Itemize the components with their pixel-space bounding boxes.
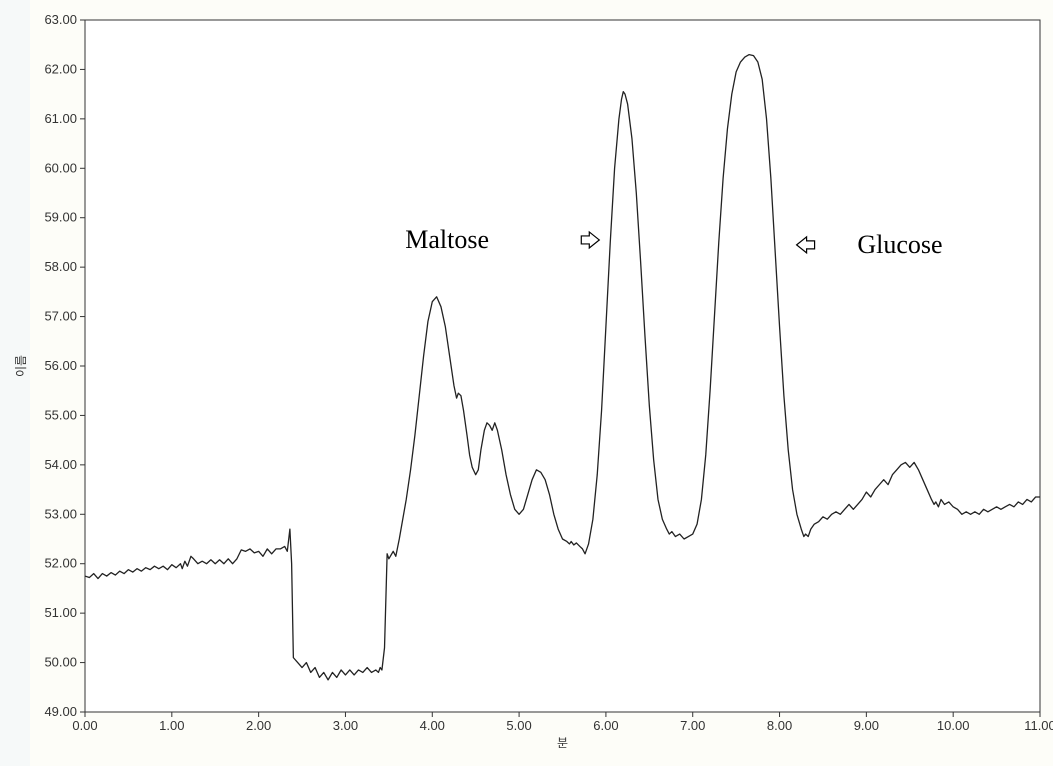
y-tick-label: 50.00 — [44, 655, 77, 670]
x-tick-label: 4.00 — [420, 718, 445, 733]
x-tick-label: 3.00 — [333, 718, 358, 733]
y-tick-label: 49.00 — [44, 704, 77, 719]
x-tick-label: 2.00 — [246, 718, 271, 733]
x-tick-label: 10.00 — [937, 718, 970, 733]
x-tick-label: 9.00 — [854, 718, 879, 733]
y-tick-label: 60.00 — [44, 160, 77, 175]
plot-area — [85, 20, 1040, 712]
y-tick-label: 61.00 — [44, 111, 77, 126]
chart-svg: 49.00 50.00 51.00 52.00 53.00 54.00 55.00 56.00… — [0, 0, 1053, 766]
x-axis-label: 분 — [557, 736, 568, 750]
y-tick-label: 59.00 — [44, 210, 77, 225]
y-tick-label: 57.00 — [44, 309, 77, 324]
x-tick-label: 8.00 — [767, 718, 792, 733]
x-tick-label: 5.00 — [506, 718, 531, 733]
chromatogram-chart: 49.00 50.00 51.00 52.00 53.00 54.00 55.00 56.00… — [0, 0, 1053, 766]
y-tick-label: 55.00 — [44, 407, 77, 422]
y-tick-label: 52.00 — [44, 556, 77, 571]
annotation-maltose: Maltose — [405, 225, 489, 254]
x-tick-label: 6.00 — [593, 718, 618, 733]
scan-edge — [0, 0, 30, 766]
x-tick-label: 1.00 — [159, 718, 184, 733]
y-tick-label: 56.00 — [44, 358, 77, 373]
y-axis-label: 이름 — [14, 355, 28, 377]
x-tick-label: 0.00 — [72, 718, 97, 733]
y-tick-label: 54.00 — [44, 457, 77, 472]
y-tick-label: 51.00 — [44, 605, 77, 620]
annotation-glucose: Glucose — [857, 230, 942, 259]
x-tick-label: 7.00 — [680, 718, 705, 733]
y-tick-label: 53.00 — [44, 506, 77, 521]
y-tick-label: 62.00 — [44, 61, 77, 76]
y-tick-label: 63.00 — [44, 12, 77, 27]
x-tick-label: 11.00 — [1024, 718, 1053, 733]
y-tick-label: 58.00 — [44, 259, 77, 274]
